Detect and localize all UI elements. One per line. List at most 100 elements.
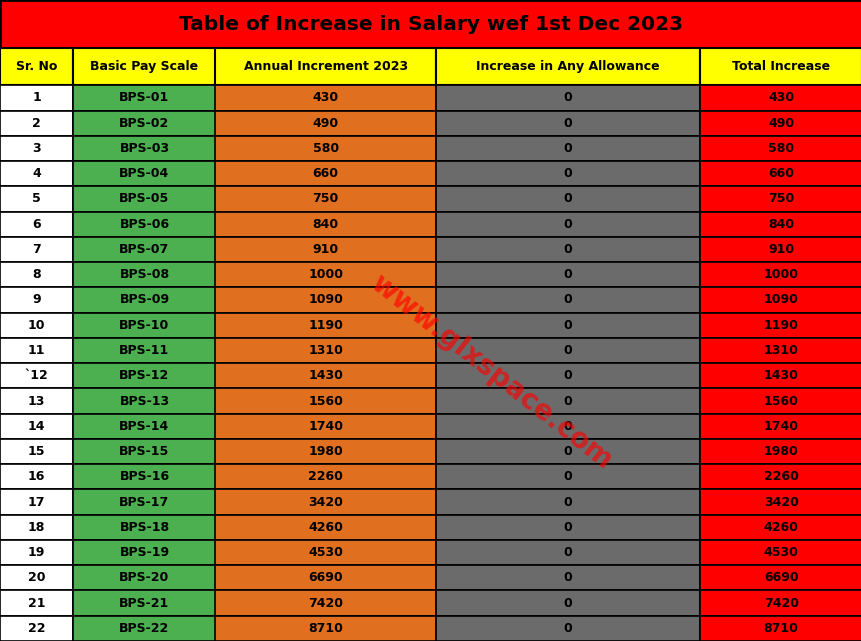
Text: 6690: 6690 — [308, 571, 343, 585]
Bar — [0, 313, 73, 338]
Bar — [699, 85, 861, 110]
Text: 7: 7 — [33, 243, 41, 256]
Text: BPS-04: BPS-04 — [119, 167, 170, 180]
Bar — [699, 363, 861, 388]
Bar — [215, 237, 436, 262]
Text: `12: `12 — [25, 369, 48, 382]
Text: 1430: 1430 — [308, 369, 343, 382]
Bar — [0, 338, 73, 363]
Bar — [215, 48, 436, 85]
Bar — [436, 110, 699, 136]
Text: BPS-15: BPS-15 — [119, 445, 170, 458]
Bar — [699, 48, 861, 85]
Bar — [73, 590, 215, 616]
Text: 5: 5 — [33, 192, 41, 205]
Bar — [215, 490, 436, 515]
Text: 3420: 3420 — [308, 495, 343, 508]
Bar — [699, 590, 861, 616]
Bar — [699, 237, 861, 262]
Bar — [436, 338, 699, 363]
Bar — [699, 313, 861, 338]
Bar — [73, 439, 215, 464]
Text: 1090: 1090 — [763, 294, 797, 306]
Text: Total Increase: Total Increase — [731, 60, 829, 73]
Text: 1740: 1740 — [308, 420, 343, 433]
Bar — [73, 515, 215, 540]
Bar — [436, 237, 699, 262]
Bar — [436, 565, 699, 590]
Text: 0: 0 — [563, 495, 572, 508]
Text: 4530: 4530 — [763, 546, 797, 559]
Text: 3420: 3420 — [763, 495, 797, 508]
Text: 4: 4 — [33, 167, 41, 180]
Bar — [215, 187, 436, 212]
Text: 14: 14 — [28, 420, 46, 433]
Bar — [215, 464, 436, 490]
Bar — [0, 515, 73, 540]
Bar — [436, 262, 699, 287]
Bar — [0, 187, 73, 212]
Text: 1: 1 — [33, 92, 41, 104]
Text: 0: 0 — [563, 546, 572, 559]
Bar — [699, 161, 861, 187]
Text: 8: 8 — [33, 268, 41, 281]
Text: BPS-02: BPS-02 — [119, 117, 170, 129]
Text: 580: 580 — [767, 142, 793, 155]
Text: www.glxspace.com: www.glxspace.com — [364, 269, 617, 475]
Text: 20: 20 — [28, 571, 46, 585]
Text: BPS-22: BPS-22 — [119, 622, 170, 635]
Bar — [436, 287, 699, 313]
Bar — [699, 490, 861, 515]
Text: 0: 0 — [563, 268, 572, 281]
Bar — [73, 110, 215, 136]
Bar — [73, 287, 215, 313]
Text: 0: 0 — [563, 521, 572, 534]
Bar — [699, 136, 861, 161]
Bar — [436, 187, 699, 212]
Bar — [215, 540, 436, 565]
Bar — [699, 540, 861, 565]
Bar — [73, 48, 215, 85]
Text: BPS-11: BPS-11 — [119, 344, 170, 357]
Text: 8710: 8710 — [763, 622, 797, 635]
Text: 0: 0 — [563, 369, 572, 382]
Text: 19: 19 — [28, 546, 46, 559]
Bar — [0, 413, 73, 439]
Text: 0: 0 — [563, 319, 572, 332]
Bar — [73, 540, 215, 565]
Bar — [215, 85, 436, 110]
Text: 2260: 2260 — [763, 470, 797, 483]
Bar — [215, 590, 436, 616]
Text: 4260: 4260 — [763, 521, 797, 534]
Bar — [73, 237, 215, 262]
Bar — [73, 161, 215, 187]
Text: 0: 0 — [563, 445, 572, 458]
Bar — [0, 363, 73, 388]
Bar — [0, 110, 73, 136]
Text: BPS-06: BPS-06 — [120, 218, 170, 231]
Bar — [699, 287, 861, 313]
Text: 840: 840 — [767, 218, 793, 231]
Bar — [699, 616, 861, 641]
Bar — [215, 262, 436, 287]
Bar — [73, 464, 215, 490]
Text: 750: 750 — [767, 192, 793, 205]
Text: 2260: 2260 — [308, 470, 343, 483]
Bar — [73, 136, 215, 161]
Text: Table of Increase in Salary wef 1st Dec 2023: Table of Increase in Salary wef 1st Dec … — [179, 15, 682, 33]
Text: 0: 0 — [563, 394, 572, 408]
Text: 0: 0 — [563, 243, 572, 256]
Bar — [436, 161, 699, 187]
Bar — [0, 0, 861, 48]
Bar — [215, 565, 436, 590]
Bar — [215, 515, 436, 540]
Text: BPS-10: BPS-10 — [119, 319, 170, 332]
Text: Increase in Any Allowance: Increase in Any Allowance — [476, 60, 660, 73]
Text: 0: 0 — [563, 344, 572, 357]
Bar — [73, 565, 215, 590]
Text: 8710: 8710 — [308, 622, 343, 635]
Text: 1560: 1560 — [308, 394, 343, 408]
Text: BPS-07: BPS-07 — [119, 243, 170, 256]
Text: 1190: 1190 — [308, 319, 343, 332]
Text: 11: 11 — [28, 344, 46, 357]
